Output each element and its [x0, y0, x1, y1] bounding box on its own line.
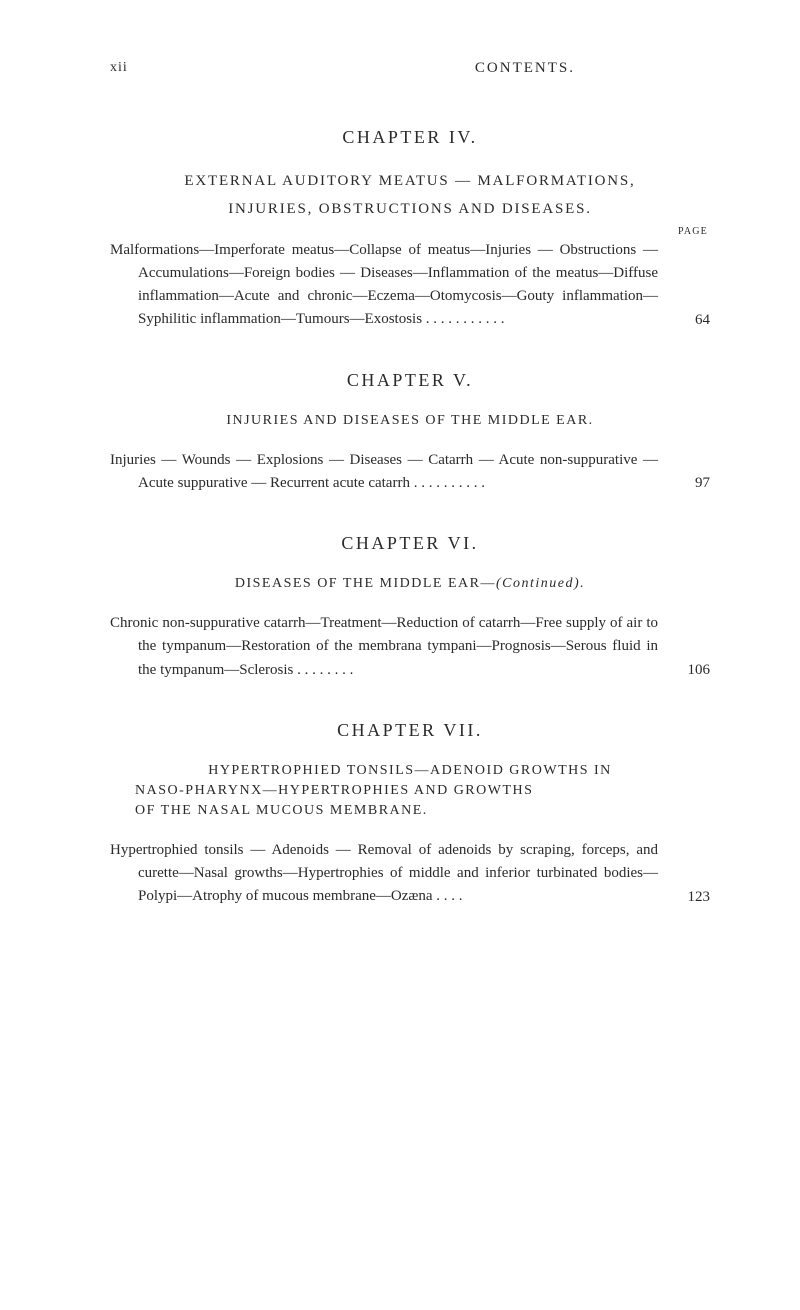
chapter-6-continued: (Continued). — [496, 576, 585, 591]
page-label: PAGE — [110, 226, 710, 237]
page-header-title: CONTENTS. — [475, 60, 575, 77]
chapter-7-title-line3: OF THE NASAL MUCOUS MEMBRANE. — [110, 803, 710, 819]
chapter-6-entry-text: Chronic non-suppurative catarrh—Treatmen… — [110, 612, 710, 682]
chapter-6-title: DISEASES OF THE MIDDLE EAR—(Continued). — [110, 576, 710, 592]
chapter-4-title-line1: EXTERNAL AUDITORY MEATUS — MALFORMATIONS… — [110, 170, 710, 193]
chapter-5-entry: Injuries — Wounds — Explosions — Disease… — [110, 449, 710, 496]
chapter-7-title-line2: NASO-PHARYNX—HYPERTROPHIES AND GROWTHS — [110, 783, 710, 799]
chapter-5-entry-text: Injuries — Wounds — Explosions — Disease… — [110, 449, 710, 496]
chapter-6-heading: CHAPTER VI. — [110, 533, 710, 554]
chapter-4-page-number: 64 — [695, 312, 710, 329]
chapter-4-entry: Malformations—Imperforate meatus—Collaps… — [110, 239, 710, 332]
chapter-4-heading: CHAPTER IV. — [110, 127, 710, 148]
chapter-6-entry: Chronic non-suppurative catarrh—Treatmen… — [110, 612, 710, 682]
chapter-7-heading: CHAPTER VII. — [110, 720, 710, 741]
page-roman-numeral: xii — [110, 60, 128, 77]
chapter-7-entry-text: Hypertrophied tonsils — Adenoids — Remov… — [110, 839, 710, 909]
chapter-4-entry-text: Malformations—Imperforate meatus—Collaps… — [110, 239, 710, 332]
chapter-6-page-number: 106 — [688, 662, 711, 679]
chapter-7-title-line1: HYPERTROPHIED TONSILS—ADENOID GROWTHS IN — [110, 763, 710, 779]
chapter-5-heading: CHAPTER V. — [110, 370, 710, 391]
chapter-6-title-text: DISEASES OF THE MIDDLE EAR— — [235, 576, 496, 591]
chapter-5-page-number: 97 — [695, 475, 710, 492]
chapter-5-title: INJURIES AND DISEASES OF THE MIDDLE EAR. — [110, 413, 710, 429]
chapter-7-entry: Hypertrophied tonsils — Adenoids — Remov… — [110, 839, 710, 909]
page-header: xii CONTENTS. — [110, 60, 710, 77]
chapter-4-title-line2: INJURIES, OBSTRUCTIONS AND DISEASES. — [110, 201, 710, 218]
chapter-7-page-number: 123 — [688, 889, 711, 906]
